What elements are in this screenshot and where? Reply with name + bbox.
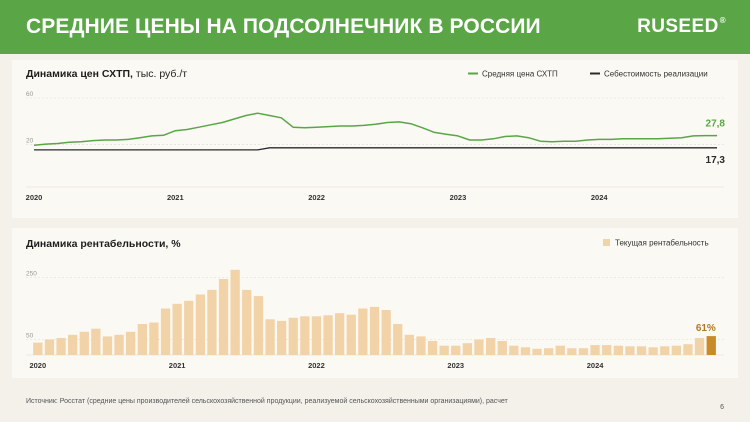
- profitability-bar: [68, 334, 78, 355]
- profitability-bar: [56, 338, 66, 355]
- profitability-chart: Динамика рентабельности, % Текущая рентаб…: [26, 238, 724, 370]
- series-end-label-2: 17,3: [706, 155, 726, 166]
- bar-xtick-2024: 2024: [587, 361, 605, 370]
- profitability-bar: [671, 345, 681, 355]
- profitability-chart-panel: Динамика рентабельности, % Текущая рентаб…: [12, 228, 738, 378]
- price-ytick-1: 20: [26, 138, 34, 145]
- profitability-bar: [706, 336, 716, 355]
- bar-xtick-2023: 2023: [447, 361, 464, 370]
- profitability-bar: [578, 348, 589, 355]
- profitability-bar: [44, 339, 55, 355]
- price-chart: Динамика цен СХТП, тыс. руб./т Средняя це…: [26, 68, 726, 202]
- profitability-bar: [416, 336, 426, 355]
- profitability-bar: [404, 334, 414, 355]
- profitability-bar: [648, 347, 658, 356]
- series-line-cost: [34, 147, 717, 151]
- profitability-bar: [683, 344, 693, 355]
- page-title: СРЕДНИЕ ЦЕНЫ НА ПОДСОЛНЕЧНИК В РОССИИ: [26, 15, 541, 38]
- profitability-bar: [126, 331, 136, 356]
- profitability-bar: [613, 345, 623, 355]
- profitability-bar: [660, 346, 670, 355]
- profitability-bar: [694, 338, 705, 355]
- profitability-bar: [335, 313, 345, 355]
- profitability-bar: [323, 315, 333, 355]
- bar-legend-swatch: [603, 239, 610, 246]
- profitability-bar: [520, 347, 531, 356]
- logo-text: RUSEED: [637, 16, 719, 37]
- profitability-bar: [532, 348, 542, 355]
- slide-header: СРЕДНИЕ ЦЕНЫ НА ПОДСОЛНЕЧНИК В РОССИИ RU…: [0, 0, 750, 54]
- bar-end-label: 61%: [696, 323, 716, 334]
- price-ytick-2: 60: [26, 91, 34, 98]
- profitability-bar: [555, 345, 565, 355]
- profitability-bar: [184, 300, 194, 356]
- profitability-bar: [114, 334, 124, 355]
- profitability-bar: [311, 316, 322, 356]
- profitability-bar: [439, 345, 449, 355]
- profitability-bar: [149, 322, 159, 355]
- profitability-bar: [358, 308, 368, 355]
- profitability-bar: [253, 296, 264, 355]
- bar-xtick-2021: 2021: [169, 361, 186, 370]
- profitability-bar: [509, 345, 519, 355]
- profitability-bar: [207, 289, 217, 355]
- profitability-bar: [427, 341, 438, 355]
- bar-legend-label: Текущая рентабельность: [615, 239, 709, 248]
- ruseed-logo: RUSEED®: [637, 16, 726, 38]
- bar-xtick-2020: 2020: [29, 361, 46, 370]
- profitability-bar: [369, 306, 380, 355]
- profitability-bar: [288, 317, 298, 355]
- profitability-bar: [393, 324, 403, 355]
- series-end-label-1: 27,8: [706, 119, 726, 130]
- profitability-bar: [160, 308, 171, 355]
- series-line-avg-price: [33, 112, 717, 147]
- price-xtick-2020: 2020: [26, 193, 43, 202]
- profitability-bar: [137, 324, 147, 355]
- profitability-bar: [265, 319, 275, 355]
- profitability-bar: [486, 338, 496, 355]
- bar-ytick-2: 250: [26, 271, 37, 278]
- legend-label-2: Себестоимость реализации: [604, 70, 708, 79]
- profitability-bar: [462, 343, 472, 355]
- profitability-bar: [33, 342, 43, 355]
- profitability-bar: [300, 316, 310, 356]
- profitability-bar: [195, 294, 205, 355]
- profitability-bar: [381, 310, 391, 355]
- price-xtick-2022: 2022: [308, 193, 325, 202]
- price-chart-title-unit: тыс. руб./т: [136, 68, 187, 80]
- legend-label-1: Средняя цена СХТП: [482, 70, 558, 79]
- profitability-bar: [636, 346, 647, 355]
- profitability-bar: [91, 328, 101, 355]
- profitability-bar: [79, 331, 89, 356]
- registered-mark: ®: [719, 16, 726, 25]
- price-xtick-2023: 2023: [450, 193, 467, 202]
- profitability-bar: [172, 303, 182, 355]
- profitability-bar: [474, 339, 484, 355]
- profitability-bar: [544, 348, 554, 355]
- profitability-bar: [451, 345, 461, 355]
- profitability-bar: [277, 320, 287, 355]
- profitability-bar: [590, 345, 600, 355]
- source-note: Источник: Росстат (средние цены производ…: [26, 398, 508, 405]
- price-chart-title: Динамика цен СХТП, тыс. руб./т: [26, 68, 187, 80]
- profitability-bar: [625, 346, 635, 355]
- profitability-bar: [346, 314, 356, 355]
- profitability-bar: [102, 336, 113, 355]
- price-xtick-2021: 2021: [167, 193, 184, 202]
- profitability-bar: [230, 269, 240, 356]
- price-xtick-2024: 2024: [591, 193, 609, 202]
- page-number: 6: [720, 404, 724, 411]
- profitability-bar: [567, 348, 577, 355]
- profitability-bar: [602, 345, 612, 355]
- bar-ytick-1: 50: [26, 333, 34, 340]
- profitability-bar: [218, 279, 229, 355]
- bar-xtick-2022: 2022: [308, 361, 325, 370]
- price-chart-title-main: Динамика цен СХТП,: [26, 68, 136, 80]
- profitability-bar: [242, 289, 252, 355]
- profitability-bar: [497, 341, 507, 355]
- profitability-chart-title: Динамика рентабельности, %: [26, 238, 181, 250]
- price-chart-panel: Динамика цен СХТП, тыс. руб./т Средняя це…: [12, 60, 738, 218]
